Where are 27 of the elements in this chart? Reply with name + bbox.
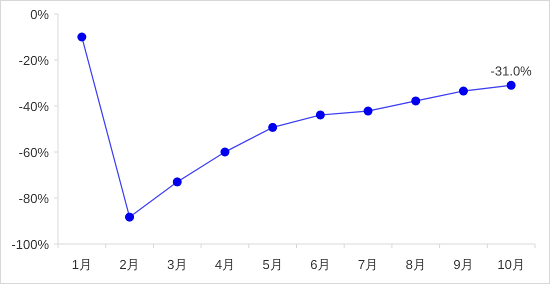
point [125, 212, 134, 222]
x-tick-label: 2月 [119, 257, 140, 272]
x-tick-label: 5月 [262, 257, 283, 272]
x-tick-label: 6月 [310, 257, 330, 272]
point [172, 177, 182, 186]
x-tick-label: 9月 [453, 257, 474, 272]
x-tick-label: 4月 [214, 257, 236, 272]
x-tick-label: 10月 [497, 257, 525, 272]
y-tick-label: -80% [18, 191, 50, 206]
y-tick-label: -20% [18, 53, 50, 68]
point [458, 86, 468, 96]
point [316, 110, 325, 120]
point [364, 106, 373, 116]
x-tick-label: 3月 [167, 257, 188, 272]
data-label: -31.0% [490, 63, 532, 78]
point [411, 96, 420, 106]
y-tick-label: -60% [18, 145, 50, 160]
point [506, 80, 516, 90]
point [268, 122, 278, 132]
x-tick-label: 1月 [72, 257, 92, 272]
point [77, 32, 86, 42]
x-tick-label: 8月 [406, 257, 426, 272]
y-tick-label: -40% [18, 99, 50, 114]
y-tick-label: 0% [30, 7, 50, 22]
y-tick-label: -100% [11, 237, 50, 252]
x-tick-label: 7月 [358, 257, 378, 272]
point [220, 148, 230, 156]
